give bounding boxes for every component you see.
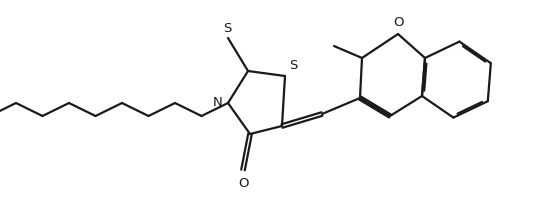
Text: O: O xyxy=(393,16,404,29)
Text: N: N xyxy=(213,96,222,109)
Text: S: S xyxy=(223,22,231,35)
Text: O: O xyxy=(238,176,248,189)
Text: S: S xyxy=(289,59,298,72)
